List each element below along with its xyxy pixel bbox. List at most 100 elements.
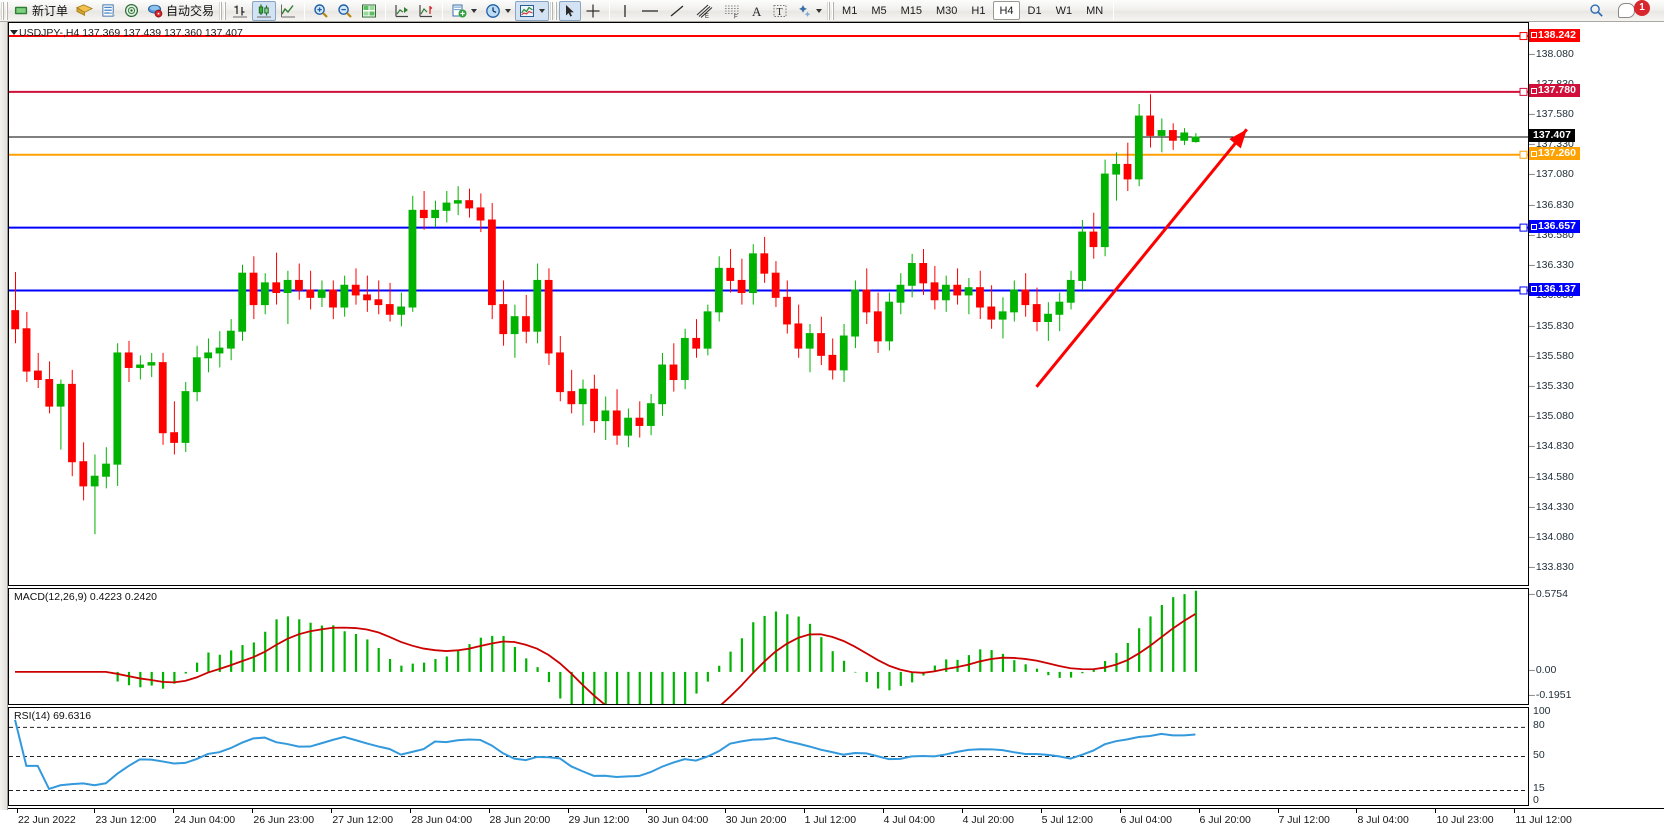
price-pane[interactable]: USDJPY-,H4 137.369 137.439 137.360 137.4…: [8, 22, 1529, 586]
tile-windows-button[interactable]: [357, 1, 381, 21]
toolbar-grip[interactable]: [1, 1, 8, 20]
rsi-tick: 100: [1533, 705, 1551, 717]
zoom-in-button[interactable]: [309, 1, 333, 21]
svg-text:E: E: [705, 14, 709, 19]
timeframe-h4-button[interactable]: H4: [993, 1, 1020, 20]
price-label-resistance-line[interactable]: 137.780: [1529, 84, 1580, 98]
chart-container[interactable]: USDJPY-,H4 137.369 137.439 137.360 137.4…: [0, 22, 1664, 832]
bar-chart-button[interactable]: [228, 1, 252, 21]
timeframe-m5-button[interactable]: M5: [871, 4, 887, 17]
chart-shift-button[interactable]: [414, 1, 438, 21]
macd-tick: –0.00: [1529, 663, 1557, 676]
new-order-icon: [14, 6, 28, 15]
line-chart-icon: [281, 4, 296, 17]
market-watch-button[interactable]: [97, 1, 120, 21]
chart-shift-icon: [419, 4, 433, 17]
timeframe-w1-button[interactable]: W1: [1055, 4, 1073, 17]
terminal-button[interactable]: 自动交易: [143, 1, 218, 21]
timeframe-m30-button[interactable]: M30: [936, 4, 958, 17]
zoom-out-button[interactable]: [333, 1, 357, 21]
svg-text:A: A: [752, 4, 762, 19]
trendline-tool-button[interactable]: [664, 1, 690, 21]
period-button[interactable]: [481, 1, 515, 21]
main-toolbar: 新订单: [0, 0, 1664, 22]
shapes-tool-button[interactable]: [792, 1, 826, 21]
vertical-line-tool-button[interactable]: [614, 1, 636, 21]
horizontal-line-tool-button[interactable]: [636, 1, 664, 21]
toolbar-grip-4[interactable]: [827, 1, 835, 20]
crosshair-tool-button[interactable]: [581, 1, 605, 21]
timeframe-d1-button[interactable]: D1: [1027, 4, 1042, 17]
tile-windows-icon: [362, 4, 377, 17]
timeframe-group: M1 M5 M15 M30 H1 H4 D1 W1 MN: [836, 1, 1109, 20]
rsi-pane[interactable]: RSI(14) 69.6316: [8, 707, 1529, 806]
time-tick: 24 Jun 04:00: [173, 809, 235, 826]
timeframe-mn-button[interactable]: MN: [1086, 4, 1104, 17]
text-label-tool-button[interactable]: T: [768, 1, 792, 21]
bar-chart-icon: [233, 5, 248, 17]
market-watch-icon: [102, 4, 115, 17]
toolbar-separator-1: [304, 1, 306, 20]
cursor-tool-button[interactable]: [559, 0, 582, 21]
price-label-resistance-line[interactable]: 138.242: [1529, 28, 1580, 42]
toolbar-grip-2[interactable]: [219, 1, 227, 20]
chevron-down-icon-2[interactable]: [505, 8, 512, 13]
macd-axis: –0.5754 –0.00 –-0.1951: [1529, 588, 1664, 705]
price-axis[interactable]: –138.080–137.830–137.580–137.330–137.080…: [1529, 22, 1664, 586]
chart-left-scrollbar[interactable]: [0, 22, 8, 810]
equidistant-channel-icon: E: [696, 4, 713, 19]
timeframe-h1-button[interactable]: H1: [971, 4, 986, 17]
time-tick: 1 Jul 12:00: [803, 809, 856, 826]
search-button[interactable]: [1585, 1, 1608, 21]
svg-text:F: F: [734, 14, 738, 19]
timeframe-m1-button[interactable]: M1: [842, 4, 858, 17]
price-tick: –134.830: [1529, 440, 1574, 453]
fibonacci-tool-button[interactable]: F: [718, 1, 746, 21]
vertical-line-icon: [624, 4, 626, 17]
profiles-button[interactable]: [72, 1, 97, 21]
price-label-entry-line[interactable]: 137.260: [1529, 147, 1580, 161]
timeframe-m15-button[interactable]: M15: [900, 4, 922, 17]
chevron-down-icon[interactable]: [471, 8, 478, 13]
time-tick: 11 Jul 12:00: [1514, 809, 1572, 826]
new-order-button[interactable]: 新订单: [10, 1, 72, 21]
macd-tick: –-0.1951: [1529, 689, 1572, 701]
data-window-icon: [147, 4, 163, 18]
text-tool-button[interactable]: A: [746, 1, 768, 21]
price-label-support-line[interactable]: 136.137: [1529, 282, 1580, 296]
price-tick: –138.080: [1529, 47, 1574, 60]
rsi-tick: 0: [1533, 794, 1539, 806]
channel-tool-button[interactable]: E: [690, 1, 718, 21]
chevron-down-icon-4[interactable]: [816, 8, 823, 13]
indicators-button[interactable]: [515, 0, 550, 21]
macd-title: MACD(12,26,9) 0.4223 0.2420: [14, 591, 158, 603]
candlestick-chart-button[interactable]: [252, 0, 277, 21]
toolbar-separator-3: [442, 1, 444, 20]
templates-button[interactable]: [447, 1, 481, 21]
macd-pane[interactable]: MACD(12,26,9) 0.4223 0.2420: [8, 588, 1529, 705]
navigator-button[interactable]: [120, 1, 143, 21]
chart-collapse-icon[interactable]: [10, 30, 18, 35]
auto-scroll-button[interactable]: [390, 1, 414, 21]
price-tick: –133.830: [1529, 561, 1574, 574]
time-tick: 30 Jun 20:00: [724, 809, 786, 826]
line-chart-button[interactable]: [276, 1, 300, 21]
price-label-text: 138.242: [1538, 28, 1576, 41]
toolbar-grip-3[interactable]: [550, 1, 558, 20]
time-tick: 29 Jun 12:00: [567, 809, 629, 826]
chevron-down-icon-3[interactable]: [539, 8, 546, 13]
time-tick: 6 Jul 04:00: [1119, 809, 1172, 826]
zoom-in-icon: [314, 3, 328, 18]
price-tick: –135.080: [1529, 410, 1574, 423]
time-tick: 28 Jun 20:00: [488, 809, 550, 826]
price-label-text: 137.260: [1538, 147, 1576, 160]
new-order-label: 新订单: [32, 4, 69, 18]
price-tick: –134.580: [1529, 470, 1574, 483]
notifications-button[interactable]: 1: [1614, 0, 1658, 21]
price-label-current-price[interactable]: 137.407: [1529, 129, 1575, 143]
price-label-support-line[interactable]: 136.657: [1529, 220, 1580, 234]
notification-count-badge: 1: [1634, 0, 1650, 16]
time-axis[interactable]: 22 Jun 2022 23 Jun 12:00 24 Jun 04:00 26 Ju…: [8, 808, 1664, 832]
shapes-icon: [799, 4, 811, 17]
